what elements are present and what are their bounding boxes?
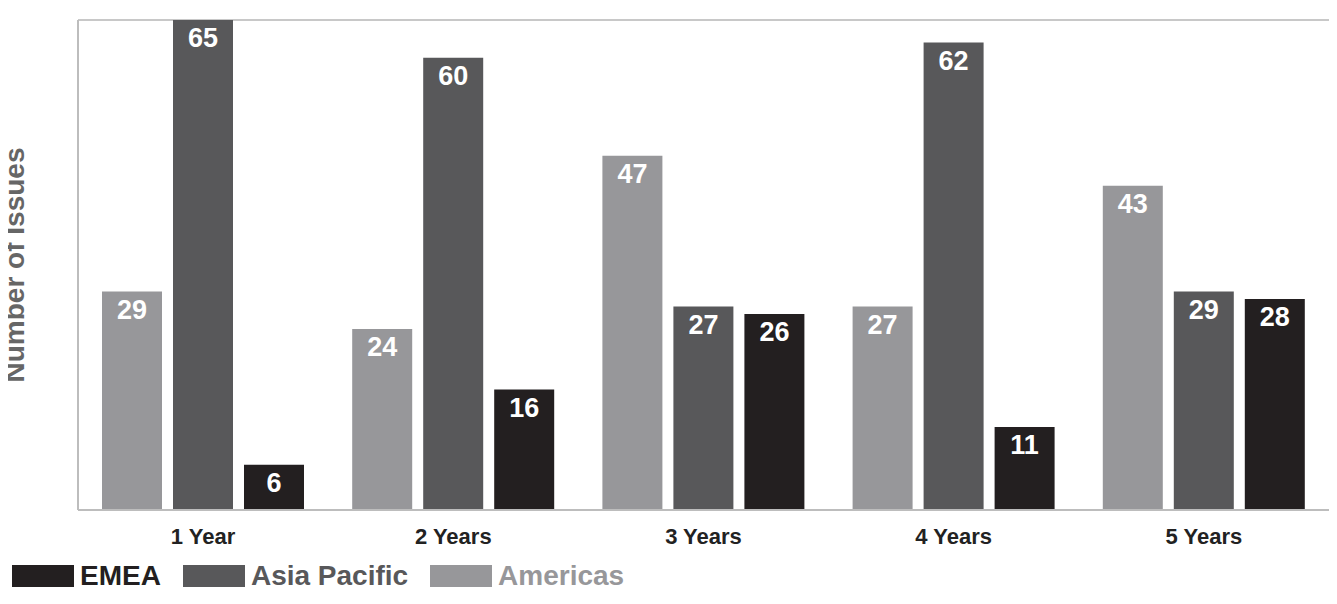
svg-text:16: 16 (509, 393, 539, 423)
html-text:Americas: Americas (498, 560, 625, 591)
svg-text:65: 65 (188, 23, 218, 53)
svg-text:3 Years: 3 Years (665, 524, 742, 549)
svg-text:60: 60 (438, 61, 468, 91)
svg-text:27: 27 (688, 310, 718, 340)
svg-text:6: 6 (266, 468, 281, 498)
svg-text:27: 27 (868, 310, 898, 340)
svg-text:4 Years: 4 Years (915, 524, 992, 549)
svg-text:43: 43 (1118, 189, 1148, 219)
svg-text:24: 24 (367, 332, 397, 362)
svg-text:47: 47 (617, 159, 647, 189)
svg-text:1 Year: 1 Year (171, 524, 236, 549)
svg-text:29: 29 (117, 295, 147, 325)
svg-text:Number of Issues: Number of Issues (8, 148, 30, 383)
svg-text:62: 62 (939, 46, 969, 76)
html-text:EMEA: EMEA (80, 560, 161, 591)
svg-text:26: 26 (759, 317, 789, 347)
svg-text:5 Years: 5 Years (1166, 524, 1243, 549)
svg-text:2 Years: 2 Years (415, 524, 492, 549)
html-text:Asia Pacific: Asia Pacific (250, 560, 409, 591)
svg-text:28: 28 (1260, 302, 1290, 332)
svg-text:29: 29 (1189, 295, 1219, 325)
svg-text:11: 11 (1010, 430, 1039, 460)
